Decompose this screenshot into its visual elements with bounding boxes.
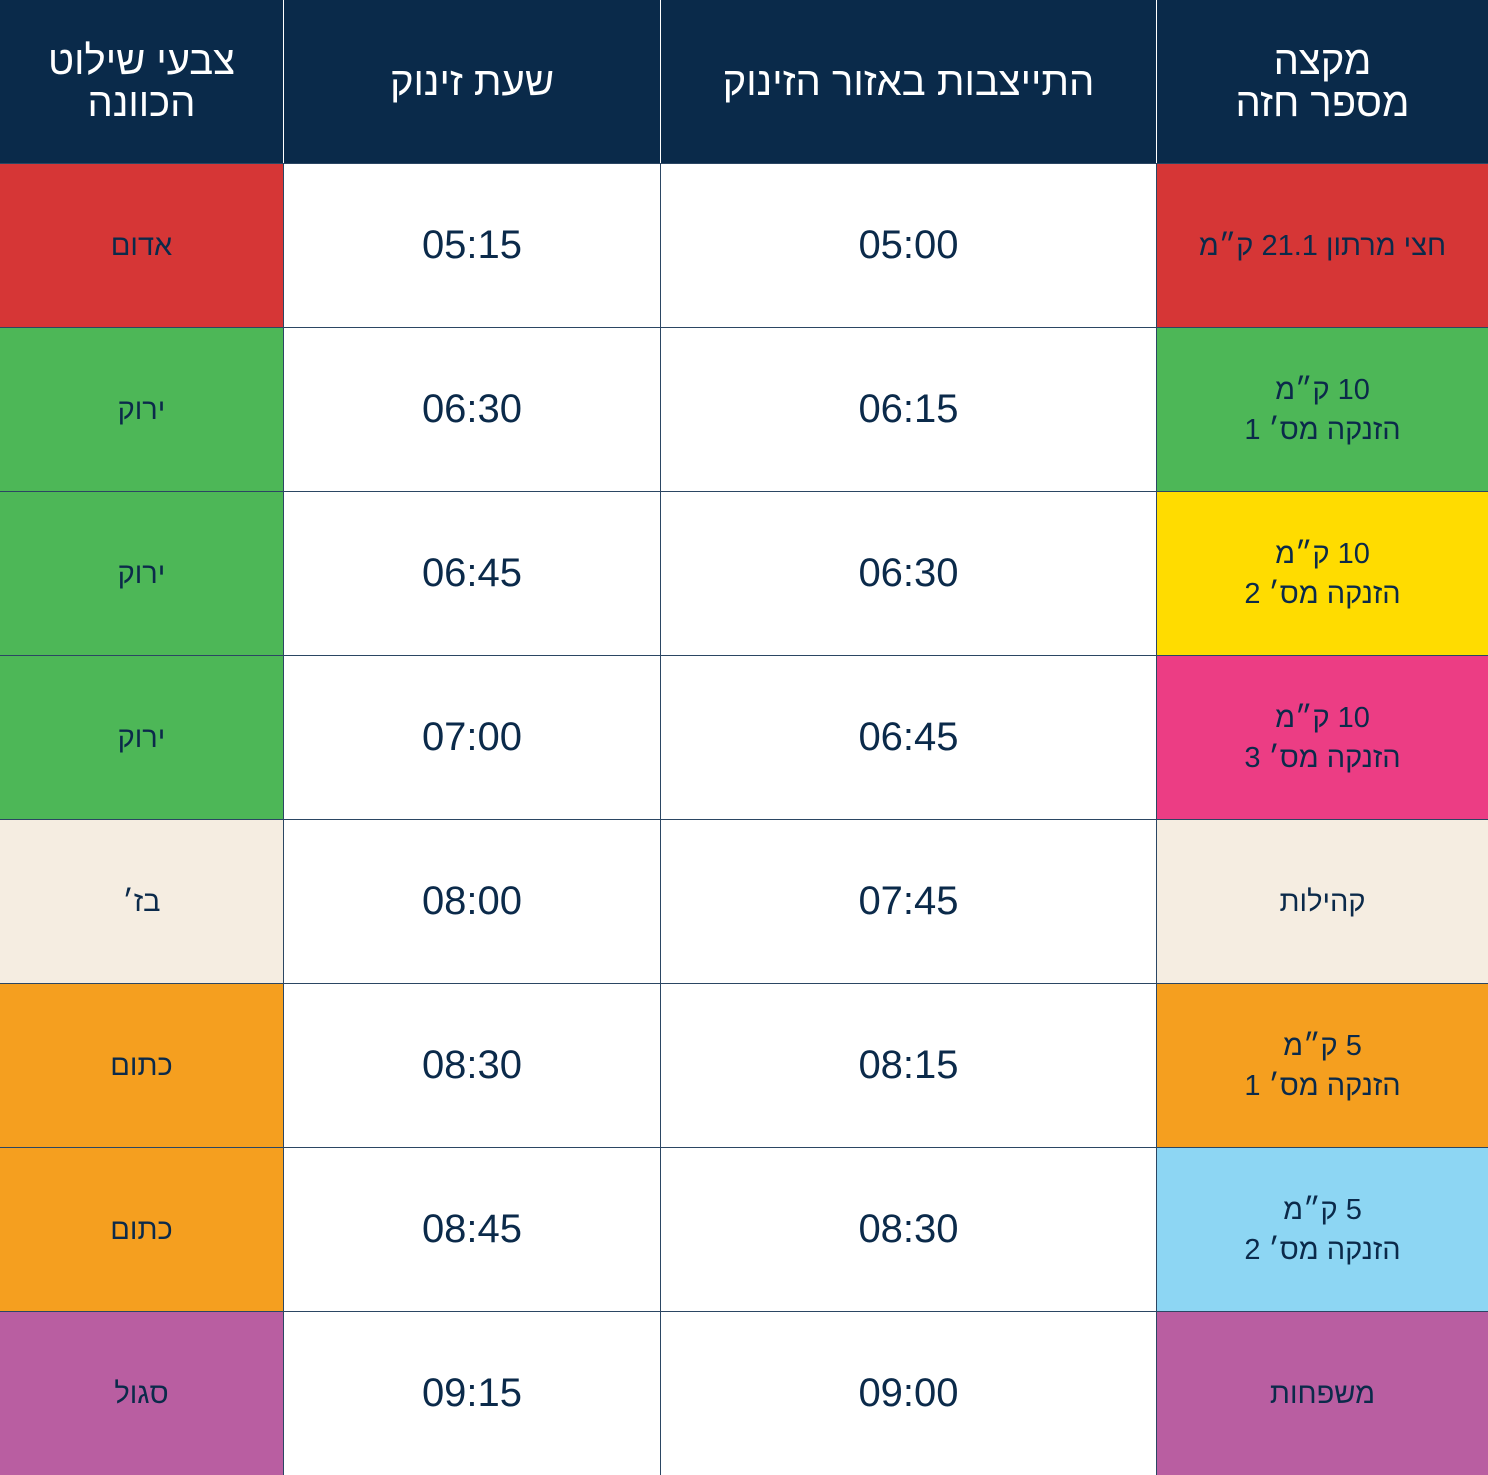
arrival-time-cell: 08:30	[660, 1148, 1156, 1311]
start-time-cell: 05:15	[283, 164, 660, 327]
start-time-value: 06:45	[421, 551, 523, 595]
start-time-value: 08:00	[421, 879, 523, 923]
sign-color-cell: בז׳	[0, 820, 283, 983]
table-row: ירוק 06:45 06:30 10 ק״מ הזנקה מס׳ 2	[0, 491, 1488, 655]
sign-color-label: בז׳	[122, 885, 161, 918]
start-time-cell: 06:30	[283, 328, 660, 491]
start-time-value: 07:00	[421, 715, 523, 759]
arrival-time-value: 08:15	[858, 1043, 959, 1087]
category-cell: 10 ק״מ הזנקה מס׳ 2	[1156, 492, 1488, 655]
arrival-time-value: 07:45	[858, 879, 959, 923]
category-cell: חצי מרתון 21.1 ק״מ	[1156, 164, 1488, 327]
category-label-line1: חצי מרתון 21.1 ק״מ	[1198, 229, 1447, 262]
sign-color-cell: סגול	[0, 1312, 283, 1475]
arrival-time-value: 08:30	[858, 1207, 959, 1251]
category-label-line1: 10 ק״מ	[1275, 701, 1370, 734]
arrival-time-cell: 06:30	[660, 492, 1156, 655]
category-label-line2: הזנקה מס׳ 3	[1244, 741, 1401, 774]
category-label-line1: 5 ק״מ	[1283, 1193, 1362, 1226]
table-row: כתום 08:45 08:30 5 ק״מ הזנקה מס׳ 2	[0, 1147, 1488, 1311]
arrival-time-value: 05:00	[858, 223, 959, 267]
category-cell: 5 ק״מ הזנקה מס׳ 2	[1156, 1148, 1488, 1311]
sign-color-label: סגול	[114, 1377, 169, 1410]
category-label-line1: משפחות	[1269, 1377, 1376, 1410]
start-time-value: 08:30	[421, 1043, 523, 1087]
start-time-cell: 08:45	[283, 1148, 660, 1311]
table-row: סגול 09:15 09:00 משפחות	[0, 1311, 1488, 1475]
arrival-time-cell: 07:45	[660, 820, 1156, 983]
sign-color-label: כתום	[110, 1049, 173, 1082]
arrival-time-value: 06:15	[858, 387, 959, 431]
category-label-line2: הזנקה מס׳ 2	[1244, 1233, 1401, 1266]
header-arrival-time-label: התייצבות באזור הזינוק	[722, 59, 1095, 104]
header-sign-color-line1: צבעי שילוט	[48, 38, 235, 83]
header-category: מקצה מספר חזה	[1156, 0, 1488, 163]
sign-color-cell: כתום	[0, 984, 283, 1147]
start-time-cell: 08:30	[283, 984, 660, 1147]
sign-color-cell: ירוק	[0, 656, 283, 819]
header-arrival-time: התייצבות באזור הזינוק	[660, 0, 1156, 163]
start-time-value: 05:15	[421, 223, 523, 267]
arrival-time-cell: 08:15	[660, 984, 1156, 1147]
header-row: צבעי שילוט הכוונה שעת זינוק התייצבות באז…	[0, 0, 1488, 163]
header-category-line2: מספר חזה	[1235, 80, 1410, 125]
sign-color-label: ירוק	[117, 393, 166, 426]
table-row: ירוק 07:00 06:45 10 ק״מ הזנקה מס׳ 3	[0, 655, 1488, 819]
category-label-line2: הזנקה מס׳ 2	[1244, 577, 1401, 610]
table-row: ירוק 06:30 06:15 10 ק״מ הזנקה מס׳ 1	[0, 327, 1488, 491]
category-label-line1: 10 ק״מ	[1275, 537, 1370, 570]
category-cell: 10 ק״מ הזנקה מס׳ 3	[1156, 656, 1488, 819]
start-time-cell: 09:15	[283, 1312, 660, 1475]
arrival-time-value: 09:00	[858, 1371, 959, 1415]
header-sign-color: צבעי שילוט הכוונה	[0, 0, 283, 163]
sign-color-label: כתום	[110, 1213, 173, 1246]
header-sign-color-line2: הכוונה	[87, 80, 196, 125]
category-label-line1: 10 ק״מ	[1275, 373, 1370, 406]
category-cell: משפחות	[1156, 1312, 1488, 1475]
start-time-cell: 06:45	[283, 492, 660, 655]
sign-color-cell: ירוק	[0, 492, 283, 655]
sign-color-label: ירוק	[117, 721, 166, 754]
arrival-time-value: 06:45	[858, 715, 959, 759]
start-time-value: 06:30	[421, 387, 523, 431]
start-time-cell: 07:00	[283, 656, 660, 819]
header-start-time-label: שעת זינוק	[389, 59, 555, 104]
arrival-time-cell: 09:00	[660, 1312, 1156, 1475]
start-time-cell: 08:00	[283, 820, 660, 983]
category-label-line1: קהילות	[1279, 885, 1366, 918]
header-category-line1: מקצה	[1273, 38, 1372, 83]
arrival-time-cell: 06:45	[660, 656, 1156, 819]
category-cell: קהילות	[1156, 820, 1488, 983]
category-cell: 5 ק״מ הזנקה מס׳ 1	[1156, 984, 1488, 1147]
category-label-line1: 5 ק״מ	[1283, 1029, 1362, 1062]
table-row: אדום 05:15 05:00 חצי מרתון 21.1 ק״מ	[0, 163, 1488, 327]
category-label-line2: הזנקה מס׳ 1	[1244, 413, 1401, 446]
start-time-value: 08:45	[421, 1207, 523, 1251]
arrival-time-cell: 06:15	[660, 328, 1156, 491]
table-row: בז׳ 08:00 07:45 קהילות	[0, 819, 1488, 983]
sign-color-cell: כתום	[0, 1148, 283, 1311]
sign-color-cell: ירוק	[0, 328, 283, 491]
start-time-value: 09:15	[421, 1371, 523, 1415]
table-row: כתום 08:30 08:15 5 ק״מ הזנקה מס׳ 1	[0, 983, 1488, 1147]
sign-color-label: אדום	[110, 229, 173, 262]
arrival-time-value: 06:30	[858, 551, 959, 595]
sign-color-cell: אדום	[0, 164, 283, 327]
sign-color-label: ירוק	[117, 557, 166, 590]
category-label-line2: הזנקה מס׳ 1	[1244, 1069, 1401, 1102]
header-start-time: שעת זינוק	[283, 0, 660, 163]
arrival-time-cell: 05:00	[660, 164, 1156, 327]
category-cell: 10 ק״מ הזנקה מס׳ 1	[1156, 328, 1488, 491]
